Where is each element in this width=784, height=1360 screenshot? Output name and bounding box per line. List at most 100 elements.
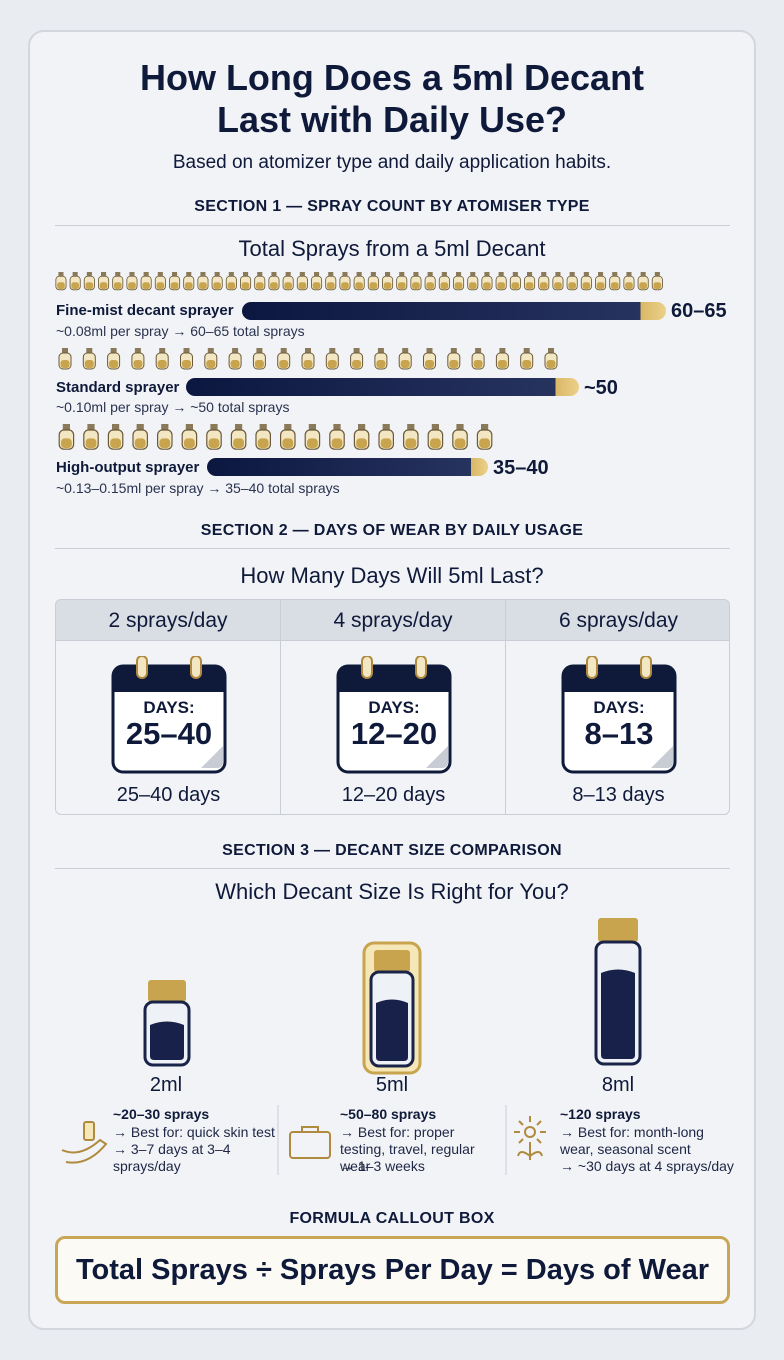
icon-part	[548, 348, 554, 353]
icon-part	[329, 348, 336, 353]
icon-part	[62, 424, 70, 430]
icon-part	[640, 272, 646, 277]
icon-part	[110, 348, 117, 353]
icon-part	[475, 348, 482, 353]
calendar-value: 8–13	[584, 716, 654, 751]
icon-part	[230, 360, 240, 368]
icon-part	[169, 272, 181, 291]
icon-part	[115, 272, 121, 277]
icon-part	[495, 348, 509, 370]
icon-part	[279, 424, 296, 450]
icon-part	[271, 272, 277, 277]
sprayer-detail: ~0.13–0.15ml per spray → 35–40 total spr…	[56, 480, 340, 496]
section-heading: FORMULA CALLOUT BOX	[289, 1210, 495, 1227]
icon-part	[107, 348, 121, 370]
icon-part	[497, 282, 505, 289]
icon-part	[55, 272, 67, 291]
icon-part	[369, 282, 378, 289]
icon-part	[128, 282, 136, 289]
icon-part	[159, 348, 166, 353]
spray-count: 60–65	[671, 300, 727, 322]
icon-part	[62, 348, 68, 353]
days-label: 8–13 days	[572, 784, 665, 806]
icon-part	[456, 424, 464, 430]
icon-part	[525, 282, 534, 289]
icon-part	[426, 348, 433, 353]
size-note: → 3–7 days at 3–4 sprays/day	[113, 1141, 231, 1174]
icon-part	[284, 282, 292, 289]
calendar-caption: DAYS:	[593, 698, 645, 717]
icon-part	[509, 272, 521, 291]
icon-part	[598, 272, 604, 277]
icon-part	[370, 272, 376, 277]
icon-part	[298, 282, 307, 289]
section-heading: SECTION 3 — DECANT SIZE COMPARISON	[222, 842, 562, 859]
icon-part	[358, 424, 366, 430]
icon-part	[99, 282, 108, 289]
icon-part	[339, 272, 351, 291]
icon-part	[374, 348, 388, 370]
section-title: Total Sprays from a 5ml Decant	[238, 236, 546, 261]
icon-part	[199, 282, 207, 289]
icon-part	[527, 272, 533, 277]
size-note: → 1–3 weeks	[340, 1158, 425, 1174]
icon-part	[353, 348, 360, 353]
icon-part	[400, 360, 410, 368]
icon-part	[424, 272, 436, 291]
spray-bar	[207, 458, 488, 476]
icon-part	[397, 282, 406, 289]
icon-part	[134, 438, 146, 448]
icon-part	[255, 282, 264, 289]
icon-part	[159, 438, 171, 448]
icon-part	[285, 272, 291, 277]
icon-part	[449, 360, 459, 368]
icon-part	[201, 746, 223, 768]
icon-part	[555, 272, 561, 277]
icon-part	[325, 272, 337, 291]
icon-part	[367, 272, 379, 291]
icon-part	[427, 272, 433, 277]
icon-part	[156, 424, 173, 450]
icon-part	[86, 272, 92, 277]
icon-part	[438, 272, 450, 291]
icon-part	[185, 424, 193, 430]
icon-part	[255, 424, 272, 450]
icon-part	[235, 424, 243, 430]
icon-part	[522, 360, 532, 368]
icon-part	[612, 272, 618, 277]
icon-part	[85, 438, 97, 448]
icon-part	[311, 272, 323, 291]
icon-part	[454, 282, 463, 289]
icon-part	[382, 272, 394, 291]
icon-part	[580, 272, 592, 291]
icon-part	[129, 272, 135, 277]
icon-part	[131, 348, 145, 370]
icon-part	[566, 272, 578, 291]
icon-part	[107, 424, 124, 450]
icon-part	[58, 424, 75, 450]
calendar-caption: DAYS:	[143, 698, 195, 717]
icon-part	[426, 282, 434, 289]
calendar: DAYS: 25–40	[111, 655, 227, 776]
icon-part	[596, 282, 605, 289]
icon-part	[136, 655, 148, 679]
icon-part	[252, 348, 266, 370]
icon-part	[72, 272, 78, 277]
icon-part	[498, 272, 504, 277]
icon-part	[182, 360, 191, 368]
icon-part	[342, 272, 348, 277]
sprayer-detail: ~0.08ml per spray → 60–65 total sprays	[56, 323, 305, 339]
icon-part	[228, 348, 242, 370]
icon-part	[213, 282, 221, 289]
icon-part	[452, 424, 468, 450]
usage-column: 2 sprays/day DAYS: 25–40 25–40 days	[56, 600, 281, 814]
icon-part	[157, 272, 163, 277]
icon-part	[109, 360, 119, 368]
icon-part	[257, 272, 263, 277]
icon-part	[654, 272, 660, 277]
sprayer-name: Standard sprayer	[56, 379, 180, 396]
icon-part	[83, 424, 99, 450]
icon-part	[254, 272, 266, 291]
icon-part	[134, 348, 141, 353]
icon-part	[112, 424, 120, 430]
